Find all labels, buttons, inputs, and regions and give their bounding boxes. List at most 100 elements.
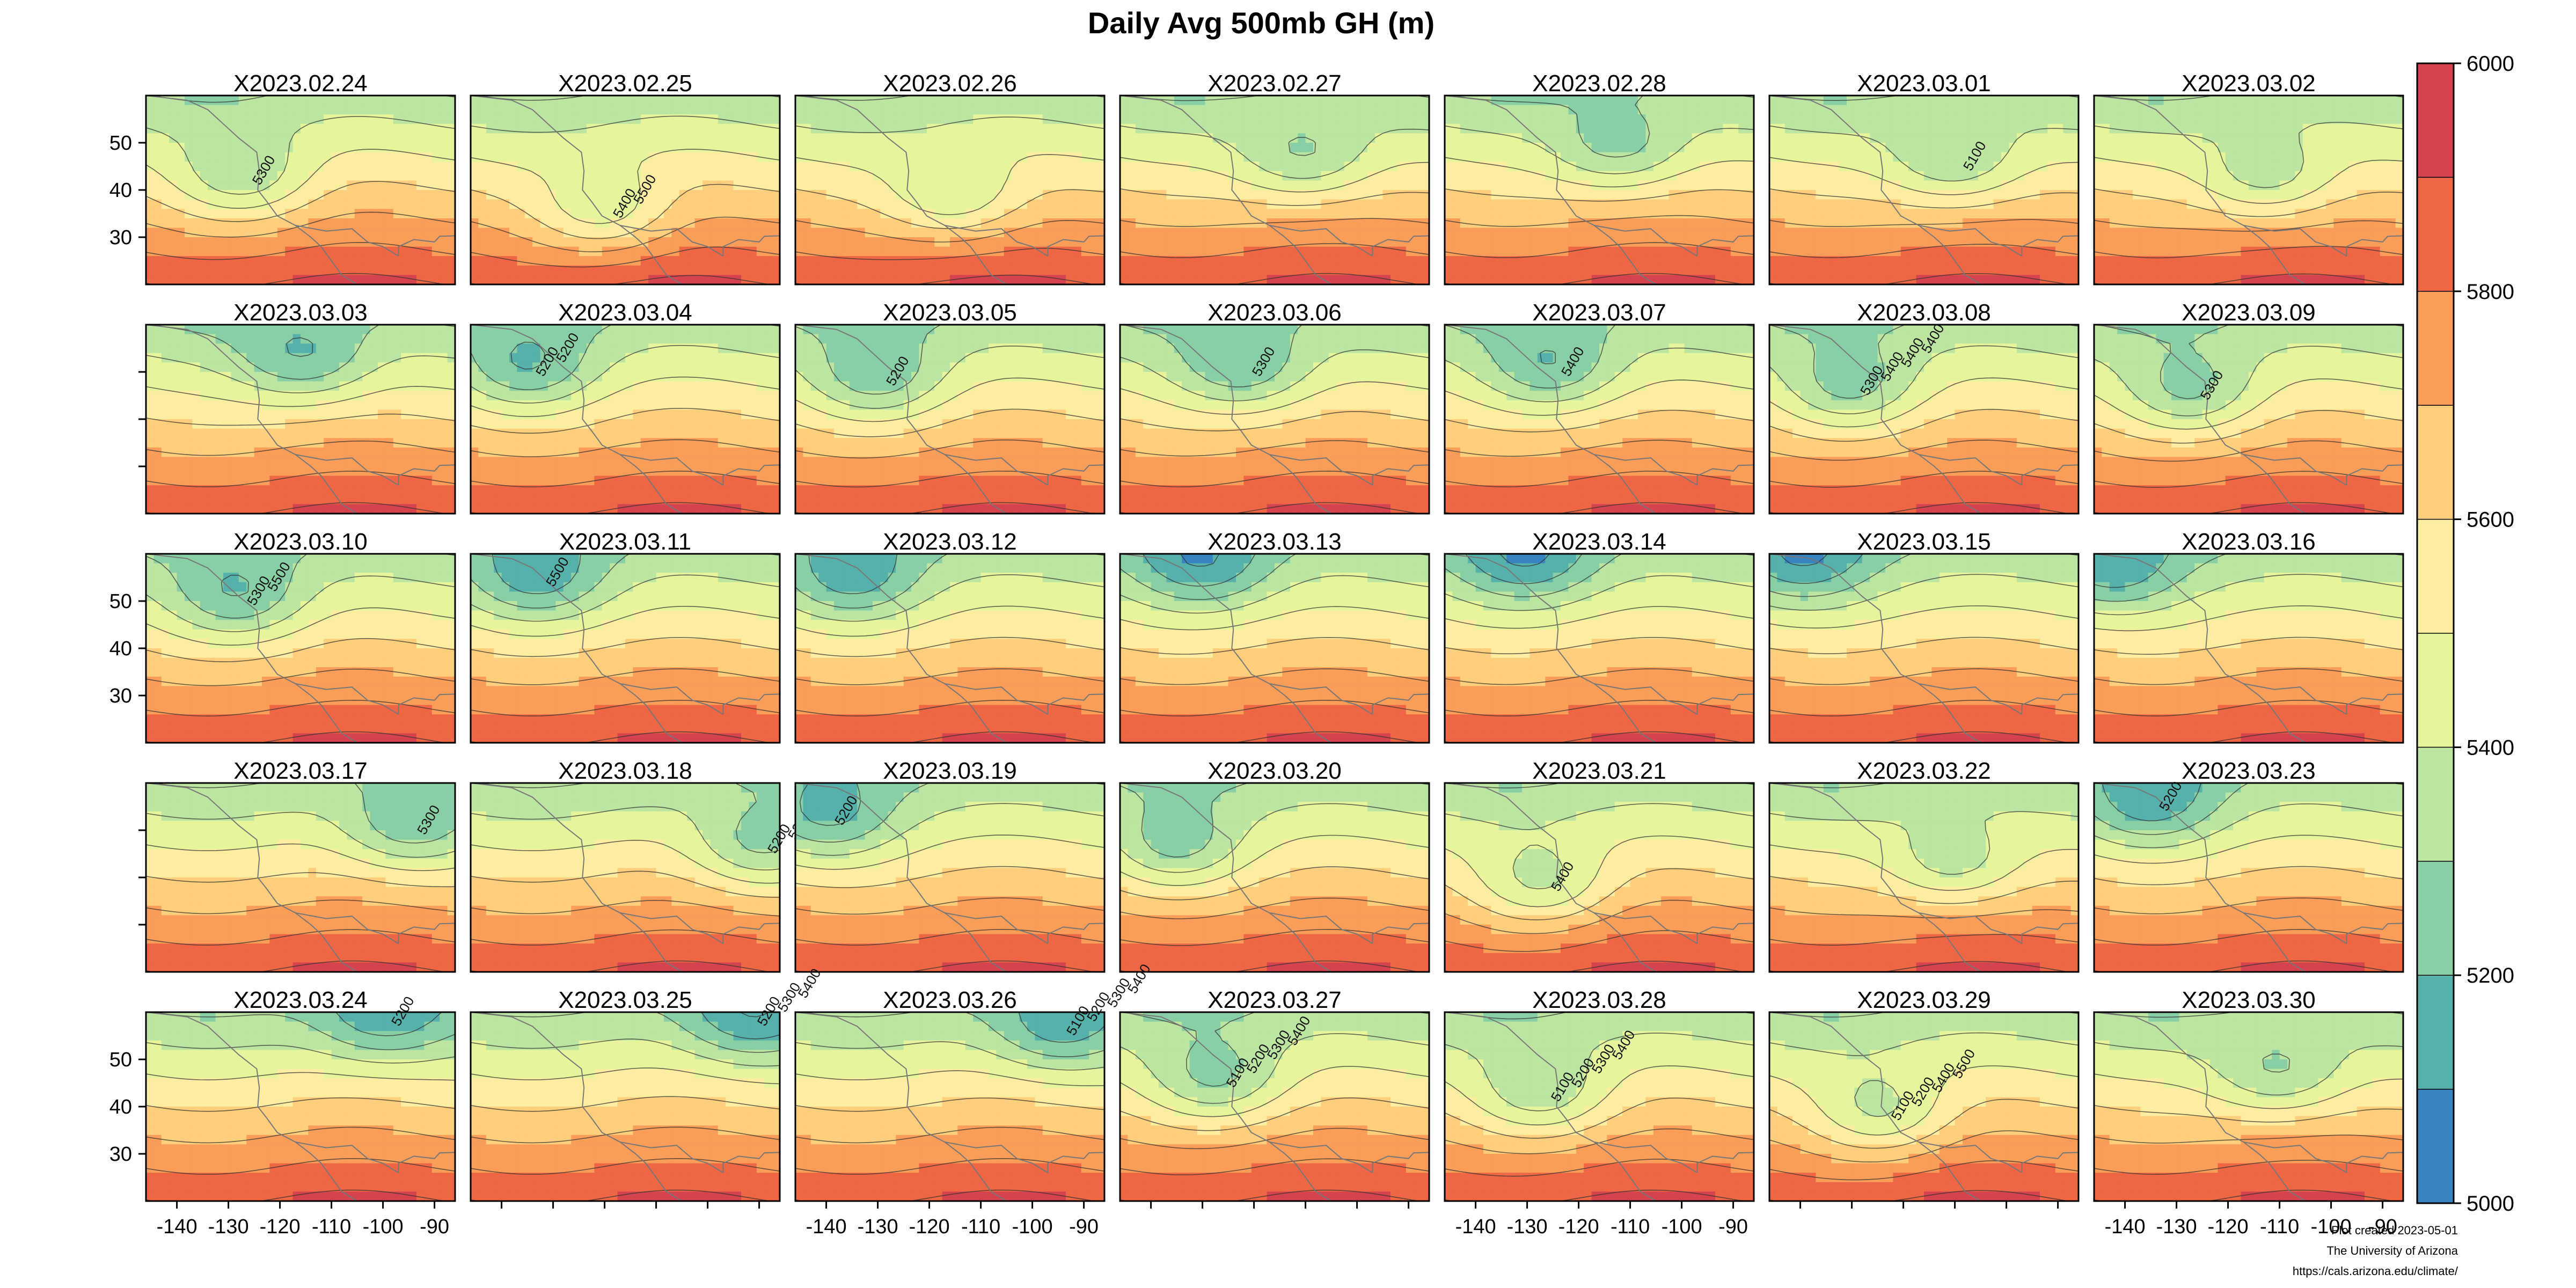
heatmap-cell	[1584, 105, 1592, 115]
heatmap-cell	[1421, 171, 1429, 181]
heatmap-cell	[501, 105, 510, 115]
heatmap-cell	[772, 190, 780, 200]
heatmap-cell	[1970, 190, 1979, 200]
heatmap-cell	[1468, 246, 1476, 257]
heatmap-cell	[834, 105, 842, 115]
heatmap-cell	[1885, 237, 1893, 247]
heatmap-cell	[1406, 123, 1414, 134]
heatmap-cell	[316, 143, 324, 153]
heatmap-cell	[1784, 171, 1793, 181]
heatmap-cell	[501, 114, 510, 125]
heatmap-cell	[934, 265, 943, 275]
heatmap-cell	[1553, 123, 1561, 134]
heatmap-cell	[1823, 218, 1832, 228]
heatmap-cell	[749, 114, 757, 125]
heatmap-cell	[1391, 96, 1399, 106]
heatmap-cell	[1050, 133, 1059, 143]
heatmap-cell	[1042, 209, 1051, 219]
heatmap-cell	[1746, 256, 1754, 266]
heatmap-cell	[1275, 246, 1283, 257]
heatmap-cell	[1522, 143, 1530, 153]
heatmap-cell	[393, 123, 401, 134]
heatmap-cell	[1452, 228, 1461, 238]
heatmap-cell	[1800, 275, 1809, 284]
heatmap-cell	[277, 209, 286, 219]
heatmap-cell	[1870, 228, 1878, 238]
heatmap-cell	[996, 180, 1005, 191]
heatmap-cell	[896, 162, 904, 172]
heatmap-cell	[331, 143, 340, 153]
heatmap-cell	[1839, 256, 1847, 266]
heatmap-cell	[1305, 275, 1314, 284]
heatmap-cell	[269, 237, 278, 247]
heatmap-cell	[262, 265, 270, 275]
heatmap-cell	[849, 180, 858, 191]
heatmap-cell	[2070, 162, 2079, 172]
heatmap-cell	[1870, 275, 1878, 284]
heatmap-cell	[177, 190, 185, 200]
heatmap-cell	[1205, 256, 1213, 266]
heatmap-cell	[1089, 265, 1097, 275]
heatmap-cell	[950, 152, 958, 162]
heatmap-cell	[1522, 162, 1530, 172]
heatmap-cell	[857, 180, 866, 191]
heatmap-cell	[849, 228, 858, 238]
heatmap-cell	[1870, 218, 1878, 228]
heatmap-cell	[424, 256, 433, 266]
heatmap-cell	[1746, 190, 1754, 200]
heatmap-cell	[903, 228, 912, 238]
heatmap-cell	[532, 143, 541, 153]
heatmap-cell	[262, 275, 270, 284]
heatmap-cell	[1475, 275, 1484, 284]
heatmap-cell	[385, 96, 394, 106]
heatmap-cell	[834, 265, 842, 275]
heatmap-cell	[1831, 190, 1840, 200]
heatmap-cell	[378, 228, 386, 238]
heatmap-cell	[1066, 133, 1074, 143]
heatmap-cell	[1893, 209, 1901, 219]
heatmap-cell	[347, 105, 355, 115]
heatmap-cell	[1174, 275, 1182, 284]
heatmap-cell	[501, 162, 510, 172]
heatmap-cell	[1035, 199, 1043, 209]
heatmap-cell	[656, 218, 664, 228]
heatmap-cell	[548, 180, 556, 191]
heatmap-cell	[602, 123, 610, 134]
heatmap-cell	[1421, 152, 1429, 162]
heatmap-cell	[1816, 180, 1824, 191]
heatmap-cell	[694, 152, 703, 162]
heatmap-cell	[408, 246, 417, 257]
heatmap-cell	[1537, 133, 1546, 143]
heatmap-cell	[694, 237, 703, 247]
heatmap-cell	[1885, 105, 1893, 115]
heatmap-cell	[1730, 209, 1739, 219]
heatmap-cell	[710, 256, 719, 266]
heatmap-cell	[1707, 209, 1716, 219]
heatmap-cell	[1599, 256, 1607, 266]
heatmap-cell	[370, 162, 378, 172]
heatmap-cell	[710, 114, 719, 125]
heatmap-cell	[718, 218, 726, 228]
heatmap-cell	[1267, 237, 1275, 247]
heatmap-cell	[1220, 237, 1229, 247]
heatmap-cell	[555, 180, 564, 191]
heatmap-cell	[1854, 96, 1863, 106]
heatmap-cell	[718, 123, 726, 134]
heatmap-cell	[1978, 143, 1986, 153]
heatmap-cell	[880, 133, 889, 143]
heatmap-cell	[1336, 190, 1345, 200]
heatmap-cell	[950, 105, 958, 115]
heatmap-cell	[1522, 275, 1530, 284]
heatmap-cell	[710, 180, 719, 191]
heatmap-cell	[1553, 114, 1561, 125]
heatmap-cell	[208, 143, 216, 153]
heatmap-cell	[208, 237, 216, 247]
heatmap-cell	[664, 218, 672, 228]
heatmap-cell	[1607, 218, 1615, 228]
heatmap-cell	[834, 209, 842, 219]
heatmap-cell	[656, 209, 664, 219]
heatmap-cell	[1877, 228, 1886, 238]
heatmap-cell	[1483, 246, 1491, 257]
heatmap-cell	[1645, 199, 1654, 209]
